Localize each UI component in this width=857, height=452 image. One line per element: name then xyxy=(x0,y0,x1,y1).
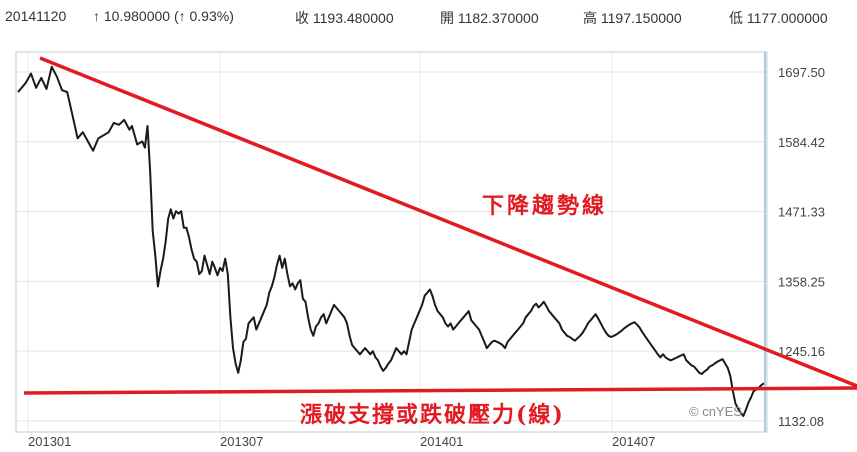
y-tick-label: 1697.50 xyxy=(778,65,825,80)
quote-open: 開 1182.370000 xyxy=(440,10,539,26)
watermark: © cnYES xyxy=(689,404,742,419)
annotation-downtrend: 下降趨勢線 xyxy=(482,193,607,219)
quote-change: ↑ 10.980000 (↑ 0.93%) xyxy=(93,8,234,24)
quote-low: 低 1177.000000 xyxy=(729,10,828,26)
x-tick-label: 201301 xyxy=(28,434,71,449)
annotation-support: 漲破支撐或跌破壓力(線) xyxy=(300,402,565,428)
plot-frame xyxy=(15,51,768,433)
quote-close: 收 1193.480000 xyxy=(295,10,394,26)
price-series-line xyxy=(17,65,765,417)
y-tick-label: 1245.16 xyxy=(778,344,825,359)
y-tick-label: 1358.25 xyxy=(778,274,825,289)
quote-high: 高 1197.150000 xyxy=(583,10,682,26)
x-tick-label: 201307 xyxy=(220,434,263,449)
x-tick-label: 201401 xyxy=(420,434,463,449)
support-resistance-line xyxy=(23,386,857,395)
quote-date: 20141120 xyxy=(5,8,67,24)
y-tick-label: 1471.33 xyxy=(778,205,825,220)
downtrend-line xyxy=(39,56,857,388)
y-tick-label: 1132.08 xyxy=(778,414,824,429)
x-tick-label: 201407 xyxy=(612,434,655,449)
quote-header: 20141120 ↑ 10.980000 (↑ 0.93%) 收 1193.48… xyxy=(0,0,857,32)
y-tick-label: 1584.42 xyxy=(778,135,825,150)
